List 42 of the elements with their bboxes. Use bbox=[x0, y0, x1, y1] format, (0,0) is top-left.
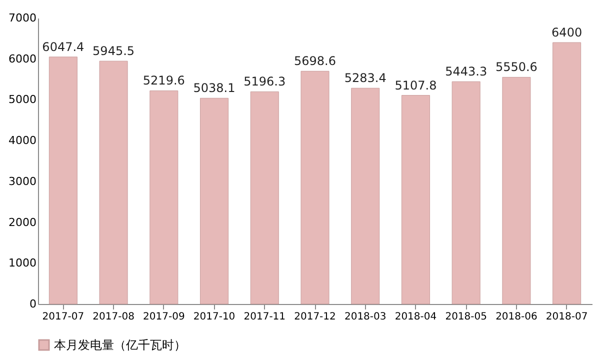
y-tick-label: 4000 bbox=[8, 134, 36, 148]
data-label: 5038.1 bbox=[193, 81, 236, 96]
data-label: 5443.3 bbox=[445, 64, 488, 79]
bar bbox=[150, 90, 178, 304]
x-tick-label: 2017-09 bbox=[143, 312, 185, 322]
y-tick-label: 0 bbox=[30, 298, 36, 310]
bar bbox=[401, 95, 430, 304]
y-tick-label: 1000 bbox=[8, 256, 36, 270]
data-label: 5196.3 bbox=[244, 74, 286, 89]
x-tick-label: 2018-06 bbox=[496, 312, 538, 322]
bar bbox=[99, 60, 128, 304]
x-tick-label: 2017-07 bbox=[42, 312, 84, 322]
data-label: 5107.8 bbox=[394, 78, 437, 92]
bar bbox=[200, 98, 229, 304]
legend-label: 本月发电量（亿千瓦时） bbox=[54, 338, 186, 352]
y-tick-label: 2000 bbox=[8, 216, 36, 229]
y-tick-label: 3000 bbox=[8, 174, 36, 188]
x-tick-label: 2017-11 bbox=[244, 312, 286, 322]
x-tick-label: 2018-07 bbox=[546, 312, 588, 322]
y-tick-label: 7000 bbox=[8, 12, 36, 24]
data-label: 6400 bbox=[552, 26, 582, 40]
bar bbox=[48, 56, 78, 304]
data-label: 5698.6 bbox=[294, 54, 336, 68]
data-label: 5550.6 bbox=[495, 60, 538, 74]
x-tick-label: 2018-03 bbox=[344, 312, 386, 322]
data-label: 6047.4 bbox=[42, 40, 84, 54]
x-tick-label: 2017-12 bbox=[294, 312, 336, 322]
data-label: 5283.4 bbox=[344, 71, 386, 86]
bar bbox=[552, 42, 582, 304]
x-tick-label: 2018-05 bbox=[445, 312, 487, 322]
bar bbox=[300, 70, 330, 304]
x-tick-label: 2018-04 bbox=[394, 312, 437, 322]
data-label: 5219.6 bbox=[142, 74, 185, 88]
bar bbox=[250, 91, 279, 304]
y-tick-label: 6000 bbox=[8, 52, 36, 66]
bar bbox=[351, 88, 380, 304]
bar bbox=[452, 81, 480, 304]
x-tick-label: 2017-10 bbox=[193, 312, 236, 322]
x-tick-label: 2017-08 bbox=[92, 312, 134, 322]
y-tick-label: 5000 bbox=[8, 93, 36, 106]
bar bbox=[502, 76, 531, 304]
data-label: 5945.5 bbox=[92, 44, 135, 58]
